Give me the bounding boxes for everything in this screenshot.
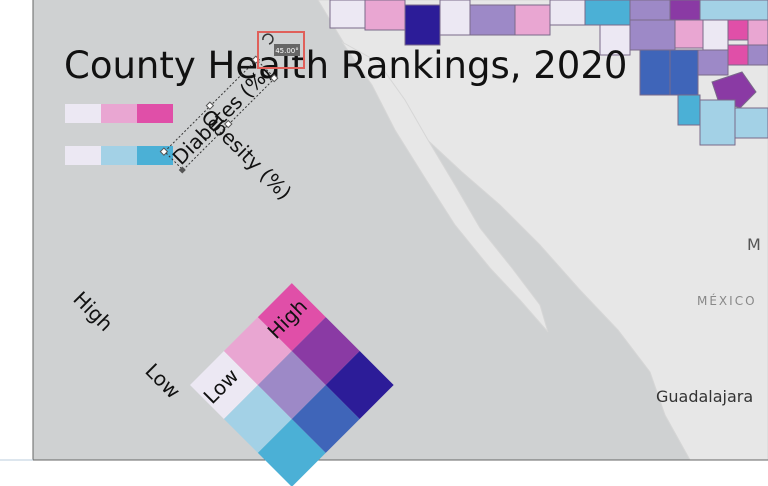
cell — [325, 351, 394, 419]
cell — [190, 351, 258, 419]
county — [747, 44, 768, 66]
county — [702, 19, 729, 51]
rotation-readout: 45.00° — [275, 47, 299, 55]
county — [674, 19, 704, 49]
handle[interactable] — [269, 73, 279, 83]
county — [727, 19, 749, 41]
handle[interactable] — [159, 147, 169, 156]
handle[interactable] — [205, 101, 215, 110]
rotation-highlight — [257, 31, 305, 69]
county — [711, 71, 757, 109]
rotate-cursor — [262, 33, 274, 45]
swatch — [101, 146, 137, 165]
legend-swatches — [65, 104, 173, 165]
county — [699, 0, 768, 21]
county — [747, 19, 768, 46]
swatch — [65, 146, 101, 165]
handle[interactable] — [178, 166, 186, 174]
county — [699, 99, 736, 146]
county — [727, 44, 749, 66]
map-label: M — [747, 235, 761, 254]
baja-peninsula — [341, 41, 549, 333]
swatch — [101, 104, 137, 123]
county — [469, 4, 516, 36]
counties — [329, 0, 768, 146]
county — [639, 49, 671, 96]
title: County Health Rankings, 2020 — [64, 44, 627, 87]
county — [629, 0, 671, 21]
selection-box[interactable] — [159, 55, 279, 174]
cell — [257, 351, 326, 419]
county — [514, 4, 551, 36]
county — [734, 107, 768, 139]
county — [364, 0, 406, 31]
county — [439, 0, 471, 36]
county — [404, 4, 441, 46]
map-frame: M MÉXICO Guadalajara — [33, 0, 768, 461]
county — [669, 49, 699, 96]
county — [697, 49, 729, 76]
county — [329, 0, 366, 29]
map-label: MÉXICO — [697, 293, 757, 308]
county — [584, 0, 631, 26]
swatch — [137, 104, 173, 123]
county — [599, 24, 631, 56]
county — [549, 0, 586, 26]
handle[interactable] — [224, 119, 233, 129]
rotation-tooltip — [274, 44, 300, 56]
county — [677, 94, 701, 126]
bivariate-legend — [190, 283, 394, 486]
swatch — [65, 104, 101, 123]
county — [629, 19, 676, 51]
map-label: Guadalajara — [656, 387, 753, 406]
